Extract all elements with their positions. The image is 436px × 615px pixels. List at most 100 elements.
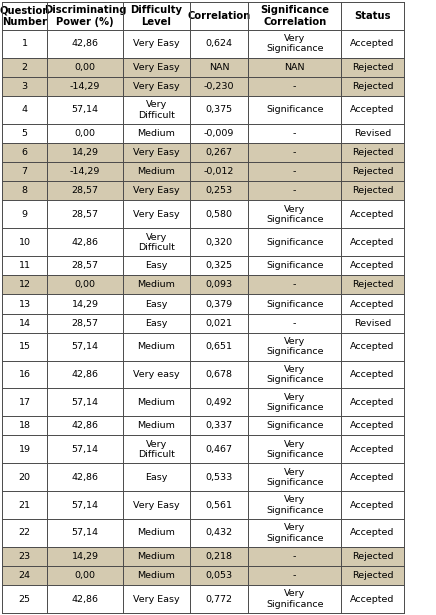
- Text: Medium: Medium: [137, 280, 175, 290]
- Text: Rejected: Rejected: [352, 571, 393, 580]
- Text: 57,14: 57,14: [72, 105, 99, 114]
- Text: Very Easy: Very Easy: [133, 63, 180, 72]
- Text: 18: 18: [19, 421, 31, 430]
- Bar: [2, 77, 404, 96]
- Text: Accepted: Accepted: [350, 370, 395, 379]
- Text: 0,533: 0,533: [205, 473, 233, 482]
- Text: Accepted: Accepted: [350, 210, 395, 219]
- Text: 0,00: 0,00: [75, 280, 95, 290]
- Text: 10: 10: [19, 238, 31, 247]
- Text: Significance: Significance: [266, 105, 324, 114]
- Text: 0,432: 0,432: [205, 528, 233, 538]
- Text: 0,053: 0,053: [205, 571, 233, 580]
- Text: Very
Significance: Very Significance: [266, 205, 324, 224]
- Text: Rejected: Rejected: [352, 186, 393, 196]
- Text: Medium: Medium: [137, 342, 175, 351]
- Text: 0,492: 0,492: [206, 398, 232, 407]
- Text: -0,230: -0,230: [204, 82, 234, 91]
- Text: 9: 9: [22, 210, 27, 219]
- Text: Accepted: Accepted: [350, 261, 395, 270]
- Text: 0,375: 0,375: [205, 105, 233, 114]
- Text: -: -: [293, 148, 296, 157]
- Text: 42,86: 42,86: [72, 421, 99, 430]
- Text: 42,86: 42,86: [72, 238, 99, 247]
- Text: Accepted: Accepted: [350, 445, 395, 454]
- Text: Very Easy: Very Easy: [133, 39, 180, 49]
- Text: Rejected: Rejected: [352, 148, 393, 157]
- Text: Very
Significance: Very Significance: [266, 34, 324, 54]
- Text: 0,651: 0,651: [206, 342, 232, 351]
- Text: Correlation: Correlation: [187, 11, 251, 21]
- Text: Very
Significance: Very Significance: [266, 365, 324, 384]
- Text: Very
Significance: Very Significance: [266, 337, 324, 356]
- Text: Rejected: Rejected: [352, 280, 393, 290]
- Bar: [2, 435, 404, 463]
- Text: Very Easy: Very Easy: [133, 210, 180, 219]
- Text: Easy: Easy: [145, 261, 167, 270]
- Text: Rejected: Rejected: [352, 63, 393, 72]
- Text: 4: 4: [22, 105, 27, 114]
- Text: 0,678: 0,678: [206, 370, 232, 379]
- Text: Accepted: Accepted: [350, 398, 395, 407]
- Text: Medium: Medium: [137, 421, 175, 430]
- Text: 1: 1: [22, 39, 27, 49]
- Text: NAN: NAN: [284, 63, 305, 72]
- Text: 12: 12: [19, 280, 31, 290]
- Bar: [2, 228, 404, 256]
- Text: 2: 2: [22, 63, 27, 72]
- Text: 25: 25: [19, 595, 31, 603]
- Text: 0,580: 0,580: [206, 210, 232, 219]
- Text: -: -: [293, 552, 296, 561]
- Text: -: -: [293, 186, 296, 196]
- Text: Very
Significance: Very Significance: [266, 523, 324, 542]
- Bar: [2, 162, 404, 181]
- Text: Very
Difficult: Very Difficult: [138, 232, 175, 252]
- Text: Very Easy: Very Easy: [133, 186, 180, 196]
- Text: Very
Significance: Very Significance: [266, 392, 324, 412]
- Text: 19: 19: [19, 445, 31, 454]
- Text: 16: 16: [19, 370, 31, 379]
- Text: 28,57: 28,57: [72, 261, 99, 270]
- Text: Accepted: Accepted: [350, 421, 395, 430]
- Text: Medium: Medium: [137, 528, 175, 538]
- Bar: [2, 124, 404, 143]
- Text: 0,218: 0,218: [206, 552, 232, 561]
- Text: 14,29: 14,29: [72, 300, 99, 309]
- Text: Very Easy: Very Easy: [133, 82, 180, 91]
- Bar: [2, 547, 404, 566]
- Text: Medium: Medium: [137, 129, 175, 138]
- Bar: [2, 566, 404, 585]
- Bar: [2, 30, 404, 58]
- Text: 14,29: 14,29: [72, 552, 99, 561]
- Text: 28,57: 28,57: [72, 319, 99, 328]
- Text: 0,325: 0,325: [205, 261, 233, 270]
- Text: Accepted: Accepted: [350, 105, 395, 114]
- Text: 5: 5: [22, 129, 27, 138]
- Text: 57,14: 57,14: [72, 501, 99, 510]
- Text: 57,14: 57,14: [72, 398, 99, 407]
- Text: 28,57: 28,57: [72, 186, 99, 196]
- Text: Medium: Medium: [137, 167, 175, 177]
- Text: Medium: Medium: [137, 398, 175, 407]
- Text: Very
Significance: Very Significance: [266, 467, 324, 487]
- Text: Rejected: Rejected: [352, 552, 393, 561]
- Text: 42,86: 42,86: [72, 39, 99, 49]
- Text: Very
Significance: Very Significance: [266, 440, 324, 459]
- Text: 57,14: 57,14: [72, 445, 99, 454]
- Text: Medium: Medium: [137, 571, 175, 580]
- Bar: [2, 256, 404, 276]
- Text: Rejected: Rejected: [352, 167, 393, 177]
- Text: 15: 15: [19, 342, 31, 351]
- Text: 0,337: 0,337: [205, 421, 233, 430]
- Text: Accepted: Accepted: [350, 528, 395, 538]
- Text: Difficulty
Level: Difficulty Level: [130, 5, 182, 26]
- Bar: [2, 181, 404, 200]
- Text: Revised: Revised: [354, 129, 391, 138]
- Text: -: -: [293, 167, 296, 177]
- Text: Accepted: Accepted: [350, 473, 395, 482]
- Text: Accepted: Accepted: [350, 501, 395, 510]
- Text: Very easy: Very easy: [133, 370, 180, 379]
- Bar: [2, 58, 404, 77]
- Text: 23: 23: [19, 552, 31, 561]
- Bar: [2, 333, 404, 360]
